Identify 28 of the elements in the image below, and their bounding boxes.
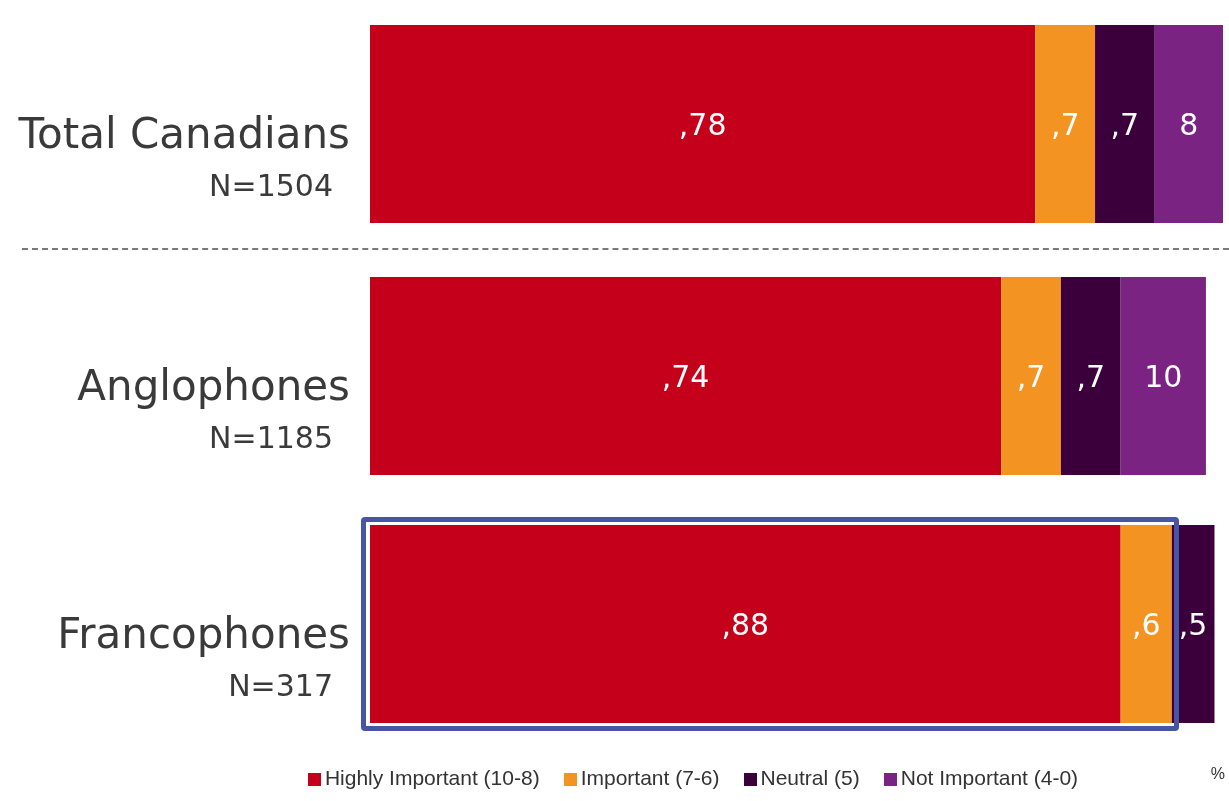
data-label: ,78 [678, 106, 727, 142]
y-tick-label: Francophones N=317 [57, 609, 350, 703]
y-tick-label: Anglophones N=1185 [77, 361, 350, 455]
bar [1120, 525, 1172, 723]
data-label: ,7 [1076, 358, 1106, 394]
data-label: ,7 [1050, 106, 1080, 142]
legend-label: Important (7-6) [580, 766, 720, 789]
bar [1035, 25, 1096, 223]
bar [370, 277, 1002, 475]
data-label: ,88 [721, 606, 770, 642]
y-tick-label: Total Canadians N=1504 [17, 109, 350, 203]
bar [370, 25, 1036, 223]
bar [1001, 277, 1061, 475]
data-label: ,7 [1110, 106, 1140, 142]
legend-label: Highly Important (10-8) [324, 766, 540, 789]
bar [1120, 277, 1206, 475]
legend-label: Neutral (5) [760, 766, 860, 789]
bar [1154, 25, 1223, 223]
bar [1095, 25, 1155, 223]
data-label: ,74 [661, 358, 710, 394]
legend-label: Not Important (4-0) [900, 766, 1079, 789]
data-label: ,5 [1178, 606, 1208, 642]
data-label: 10 [1144, 358, 1183, 394]
bar [1060, 277, 1121, 475]
data-label: 8 [1179, 106, 1199, 142]
data-label: ,6 [1131, 606, 1161, 642]
annotation: % [1210, 765, 1225, 783]
data-label: ,7 [1016, 358, 1046, 394]
